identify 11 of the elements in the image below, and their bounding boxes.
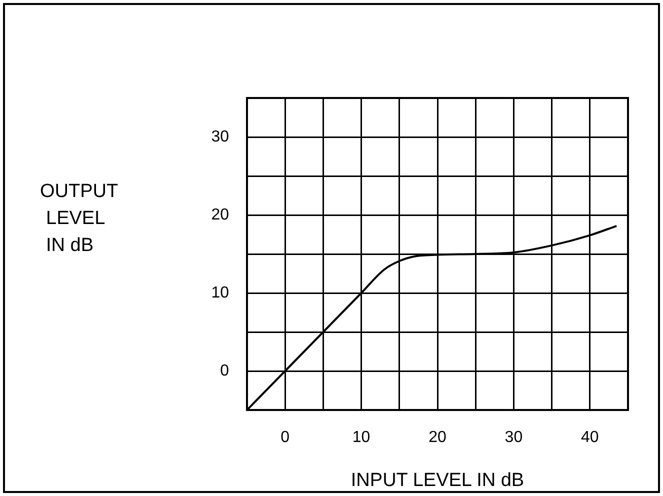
x-tick-label: 30 (504, 429, 523, 446)
y-tick-label: 0 (220, 362, 230, 380)
y-tick-label: 10 (211, 284, 230, 302)
y-axis-title: OUTPUT LEVEL IN dB (40, 181, 118, 256)
y-tick-label: 20 (211, 206, 230, 224)
x-tick-label: 20 (428, 429, 446, 446)
x-tick-label: 40 (581, 429, 599, 446)
x-tick-label: 0 (280, 429, 290, 446)
x-tick-label: 10 (352, 429, 370, 446)
x-axis-title: INPUT LEVEL IN dB (350, 470, 524, 491)
y-tick-label: 30 (211, 128, 230, 146)
